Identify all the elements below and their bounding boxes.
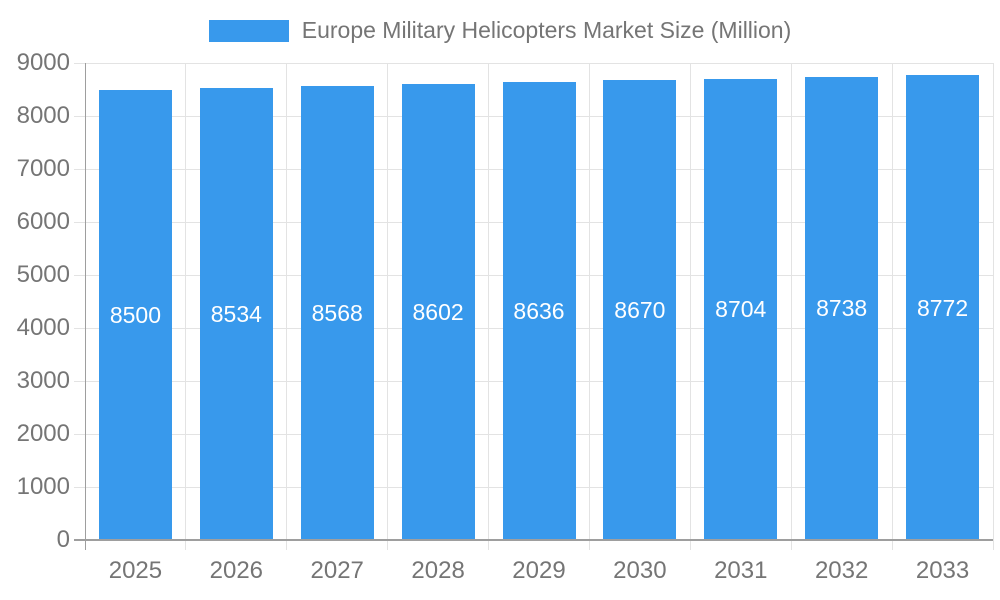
bar-2026[interactable] xyxy=(199,87,273,540)
y-axis-label: 0 xyxy=(56,526,70,553)
y-tick xyxy=(74,433,85,435)
x-axis-line xyxy=(74,539,993,541)
x-gridline xyxy=(488,63,490,540)
x-axis-label: 2026 xyxy=(209,557,264,584)
bar-value-label: 8636 xyxy=(513,298,565,325)
x-tick xyxy=(790,540,792,550)
x-axis-label: 2029 xyxy=(512,557,566,584)
y-axis-label: 6000 xyxy=(16,208,70,235)
bar-value-label: 8772 xyxy=(916,294,969,321)
legend-label: Europe Military Helicopters Market Size … xyxy=(301,17,792,43)
bar-2033[interactable] xyxy=(906,75,980,540)
y-axis-label: 3000 xyxy=(16,367,70,394)
y-gridline xyxy=(85,62,993,64)
x-axis-label: 2025 xyxy=(108,557,163,584)
y-tick xyxy=(74,168,85,170)
x-tick xyxy=(689,540,691,550)
y-tick xyxy=(74,274,85,276)
y-tick xyxy=(74,380,85,382)
y-tick xyxy=(74,62,85,64)
chart-legend[interactable]: Europe Military Helicopters Market Size … xyxy=(0,17,1000,44)
x-tick xyxy=(286,540,288,550)
bar-2030[interactable] xyxy=(603,80,677,540)
x-tick xyxy=(185,540,187,550)
bar-value-label: 8670 xyxy=(614,297,666,324)
bar-value-label: 8602 xyxy=(412,299,464,326)
bar-2031[interactable] xyxy=(704,78,778,540)
y-axis-label: 2000 xyxy=(16,420,70,447)
x-gridline xyxy=(387,63,389,540)
y-axis-label: 7000 xyxy=(16,155,70,182)
bar-2032[interactable] xyxy=(805,76,879,540)
x-gridline xyxy=(891,63,893,540)
bar-value-label: 8500 xyxy=(109,301,162,328)
legend-swatch xyxy=(208,19,289,42)
y-axis-label: 5000 xyxy=(16,261,70,288)
bar-2028[interactable] xyxy=(401,84,475,540)
bar-value-label: 8738 xyxy=(816,295,868,322)
bar-value-label: 8534 xyxy=(210,300,262,327)
x-gridline xyxy=(790,63,792,540)
x-gridline xyxy=(588,63,590,540)
y-axis-label: 4000 xyxy=(16,314,70,341)
x-tick xyxy=(488,540,490,550)
y-tick xyxy=(74,221,85,223)
bar-2027[interactable] xyxy=(300,85,374,540)
x-gridline xyxy=(689,63,691,540)
x-tick xyxy=(992,540,994,550)
x-gridline xyxy=(992,63,994,540)
y-tick xyxy=(74,486,85,488)
x-gridline xyxy=(185,63,187,540)
x-gridline xyxy=(286,63,288,540)
x-axis-label: 2031 xyxy=(714,557,768,584)
y-axis-line xyxy=(84,63,86,550)
y-tick xyxy=(74,115,85,117)
x-tick xyxy=(588,540,590,550)
y-axis-label: 1000 xyxy=(16,473,70,500)
x-tick xyxy=(891,540,893,550)
x-axis-label: 2033 xyxy=(915,557,970,584)
bar-value-label: 8568 xyxy=(311,299,363,326)
x-axis-label: 2032 xyxy=(814,557,869,584)
bar-value-label: 8704 xyxy=(715,296,767,323)
x-axis-label: 2027 xyxy=(310,557,364,584)
x-tick xyxy=(387,540,389,550)
x-axis-label: 2028 xyxy=(411,557,465,584)
y-axis-label: 8000 xyxy=(16,102,70,129)
bar-2029[interactable] xyxy=(502,82,576,540)
y-axis-label: 9000 xyxy=(16,49,70,76)
bar-2025[interactable] xyxy=(98,89,172,540)
y-tick xyxy=(74,327,85,329)
x-axis-label: 2030 xyxy=(613,557,667,584)
